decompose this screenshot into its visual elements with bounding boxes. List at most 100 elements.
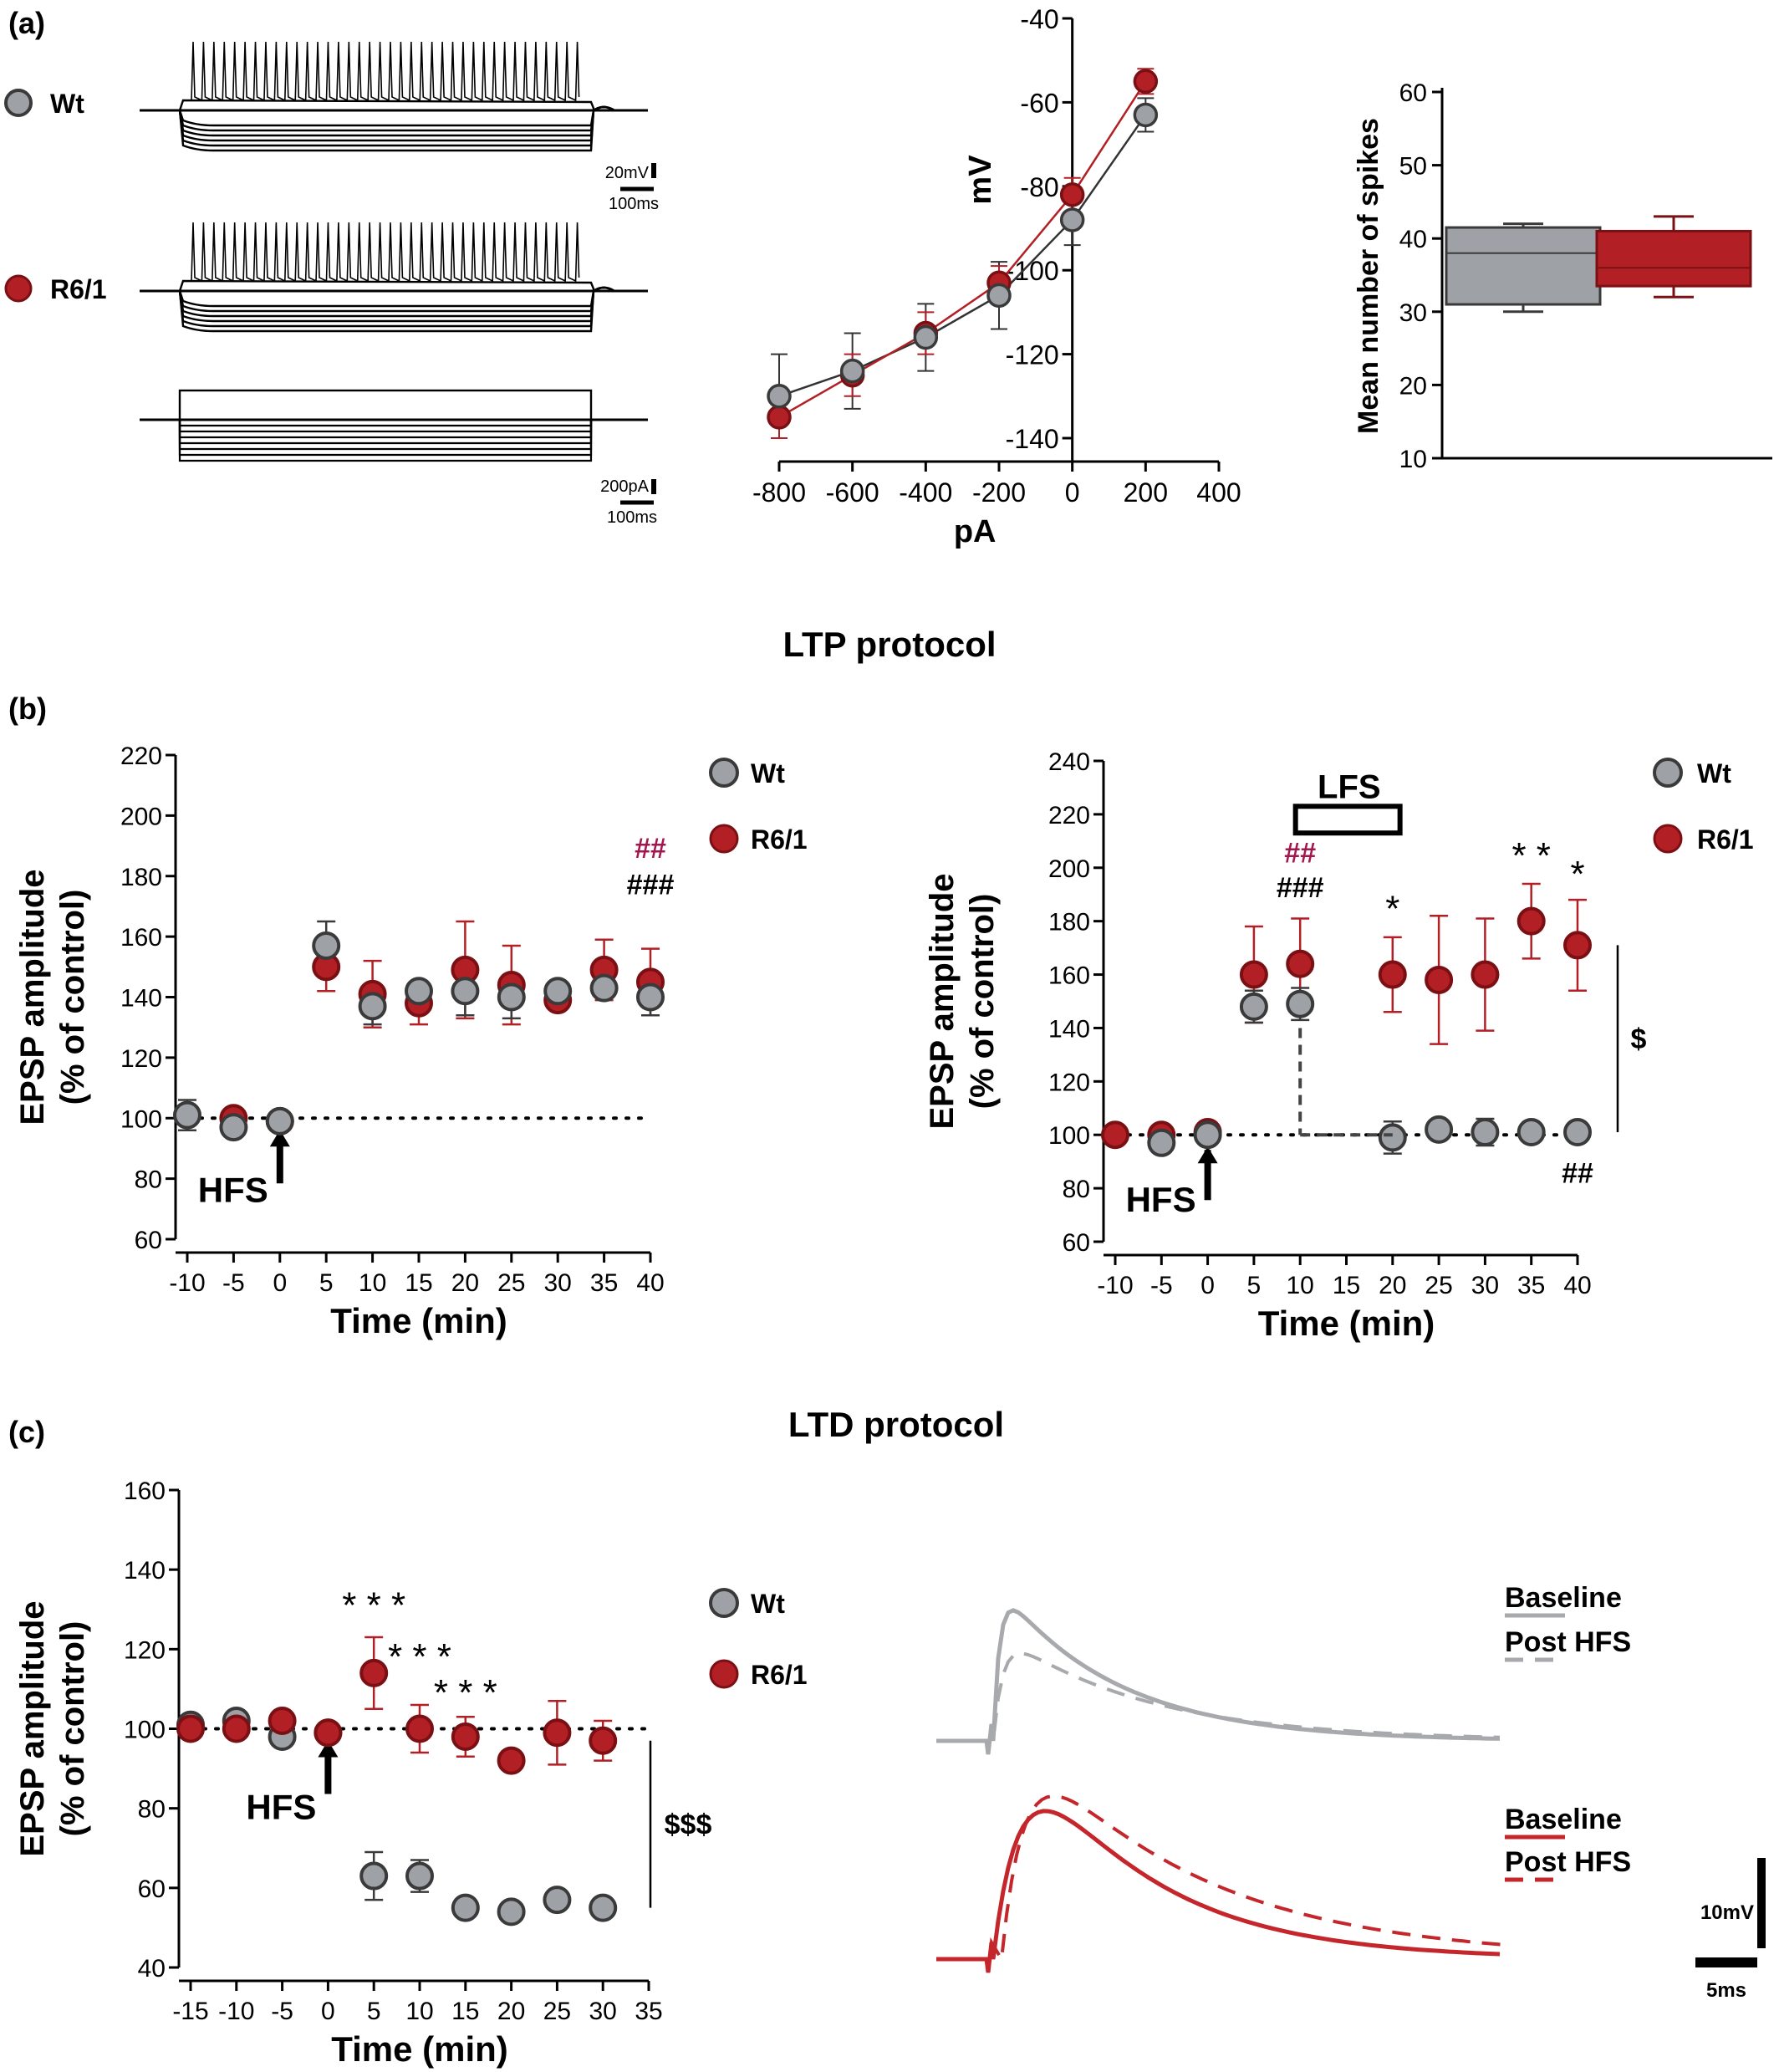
legend-r61-marker-b1	[709, 824, 739, 854]
iv-x-tick-label: 400	[1196, 477, 1241, 508]
trace-gray-post	[936, 1651, 1501, 1755]
iv-series-line	[778, 80, 1147, 418]
iv-point	[913, 324, 939, 350]
ltp2-x-tick-label: 15	[1333, 1272, 1360, 1299]
ltp2-point-r61	[1286, 949, 1315, 978]
ltp2-x-tick-label: 20	[1379, 1272, 1406, 1299]
ltd-x-tick-label: -15	[172, 1998, 208, 2025]
box-y-tick-label: 30	[1399, 299, 1427, 327]
ltd-point-wt	[497, 1897, 526, 1927]
ltp1-x-tick-label: 15	[405, 1269, 432, 1297]
ltp2-y-tick-label: 140	[1048, 1015, 1090, 1043]
ltp1-x-tick-label: 10	[359, 1269, 386, 1297]
scale-label-5ms: 5ms	[1706, 1979, 1746, 2002]
ltp2-point-wt	[1193, 1120, 1222, 1150]
legend-r61-label-b2: R6/1	[1697, 824, 1754, 855]
trace-red-baseline-label: Baseline	[1505, 1804, 1622, 1835]
iv-x-tick-label: 200	[1124, 477, 1168, 508]
ltp2-x-tick-label: -5	[1150, 1272, 1173, 1299]
current-step-negative	[178, 420, 593, 462]
iv-y-tick-label: -80	[1020, 172, 1058, 202]
ltp2-point-r61	[1563, 931, 1592, 960]
iv-x-tick-label: -800	[752, 477, 806, 508]
r61-spike-train	[183, 222, 580, 283]
ltd-x-tick-label: 10	[405, 1998, 433, 2025]
ltd-point-r61	[451, 1722, 480, 1752]
ltp2-point-wt	[1563, 1118, 1592, 1147]
ltp1-y-tick-label: 60	[135, 1227, 162, 1254]
legend-wt-marker-b2	[1653, 758, 1683, 788]
ltd-y-tick-label: 80	[138, 1796, 166, 1824]
ltp2-y-tick-label: 180	[1048, 909, 1090, 936]
ltp1-point-wt	[451, 977, 480, 1006]
trace-red-post	[936, 1794, 1509, 1973]
ltd-x-axis-label: Time (min)	[331, 2029, 508, 2069]
iv-point	[986, 283, 1012, 309]
ltd-x-tick-label: 30	[589, 1998, 617, 2025]
ltd-point-r61	[405, 1714, 434, 1743]
ltp2-y-tick-label: 100	[1048, 1122, 1090, 1150]
ltp1-y-tick-label: 200	[120, 803, 162, 830]
ltp2-point-wt	[1286, 989, 1315, 1018]
box-body	[1595, 229, 1752, 288]
ltd-y-axis-label-2: (% of control)	[54, 1621, 91, 1837]
panel-label-a: (a)	[8, 6, 45, 40]
ltd-point-wt	[543, 1886, 572, 1915]
ltd-x-tick-label: 25	[543, 1998, 571, 2025]
ltp2-y-tick-label: 160	[1048, 962, 1090, 990]
ltp2-annotation: ##	[1562, 1158, 1593, 1190]
ltp2-x-tick-label: 40	[1563, 1272, 1591, 1299]
ltp2-point-r61	[1425, 965, 1454, 994]
ltd-chart: 40 60 80 100 120 140 160 -15 -10 -5 0 5 10 15 20 25 30 35…	[14, 1477, 711, 2069]
ltp2-y-tick-label: 60	[1063, 1229, 1090, 1257]
iv-y-tick-label: -140	[1006, 424, 1059, 454]
ltd-x-tick-label: 15	[451, 1998, 479, 2025]
ltp2-point-r61	[1239, 960, 1268, 989]
ltp1-x-tick-label: 30	[544, 1269, 572, 1297]
legend-wt-label-b2: Wt	[1697, 758, 1731, 788]
ltd-y-tick-label: 100	[124, 1717, 166, 1744]
ltd-y-tick-label: 40	[138, 1955, 166, 1983]
legend-r61-marker-c	[709, 1659, 739, 1689]
epsp-example-traces	[936, 1608, 1509, 1973]
ltd-point-wt	[589, 1893, 618, 1922]
ltd-section-title: LTD protocol	[788, 1405, 1004, 1444]
trace-gray-baseline	[936, 1608, 1501, 1755]
iv-x-axis-label: pA	[954, 514, 997, 549]
ltp1-x-tick-label: -10	[169, 1269, 205, 1297]
ltd-x-tick-label: -5	[271, 1998, 293, 2025]
ltp2-y-axis-label-2: (% of control)	[964, 894, 1001, 1110]
panel-label-c: (c)	[8, 1415, 45, 1449]
r61-hyperpolarizing-trace	[140, 286, 648, 333]
ltd-y-tick-label: 140	[124, 1557, 166, 1585]
ltd-hfs-label: HFS	[246, 1788, 316, 1827]
ltp2-point-wt	[1378, 1123, 1407, 1152]
legend-r61-label-c: R6/1	[751, 1660, 808, 1690]
ltp2-point-r61	[1471, 960, 1500, 989]
ltp2-point-wt	[1147, 1128, 1176, 1157]
legend-wt-label-a: Wt	[50, 89, 84, 119]
ltp1-point-wt	[589, 973, 619, 1003]
ltp1-point-wt	[497, 982, 526, 1012]
scale-label-20mv: 20mV	[605, 164, 650, 182]
ltd-point-r61	[497, 1746, 526, 1775]
iv-point	[767, 384, 792, 409]
ltp2-annotation: ##	[1284, 837, 1316, 869]
ltp1-point-wt	[358, 992, 387, 1021]
legend-r61-marker-b2	[1653, 824, 1683, 854]
ltd-point-r61	[268, 1706, 297, 1735]
ltp1-y-axis-label-2: (% of control)	[54, 890, 91, 1105]
ltp2-x-tick-label: 0	[1200, 1272, 1215, 1299]
scale-label-10mv: 10mV	[1700, 1901, 1754, 1924]
iv-x-tick-label: 0	[1065, 477, 1080, 508]
ltp1-hfs-label: HFS	[198, 1170, 268, 1209]
iv-point	[1059, 207, 1085, 232]
ltp1-y-tick-label: 160	[120, 924, 162, 952]
legend-wt-marker-b1	[709, 758, 739, 788]
ltp2-point-wt	[1239, 992, 1268, 1021]
ltp1-y-tick-label: 80	[135, 1166, 162, 1194]
spikes-box-chart: 10 20 30 40 50 60 Mean number of spikes	[1353, 79, 1772, 473]
ltp1-annotation: ###	[627, 869, 675, 901]
wt-hyperpolarizing-trace	[140, 105, 648, 152]
